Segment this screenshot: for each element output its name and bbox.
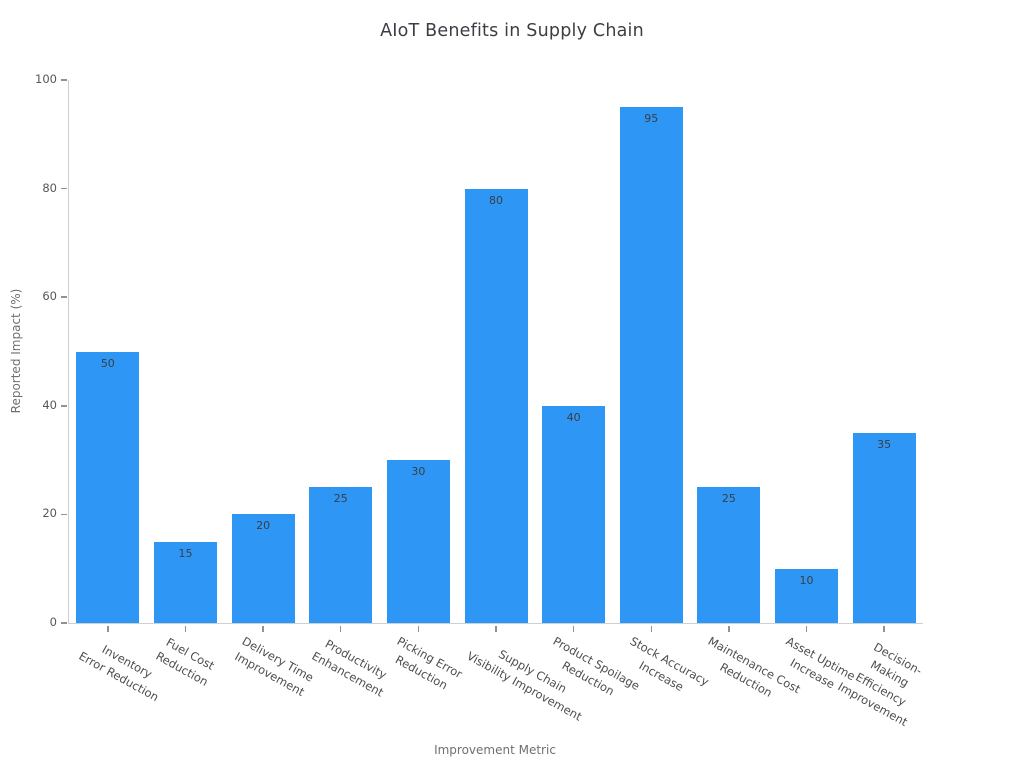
y-axis-tick-label: 80 (42, 180, 57, 195)
bar-value-label: 95 (644, 112, 659, 126)
bar: 80 (464, 188, 528, 623)
bar-value-label: 15 (178, 546, 193, 560)
bar: 40 (542, 405, 606, 623)
x-axis-category-label: Decision-Making Efficiency Improvement (835, 639, 925, 729)
x-axis-tick (572, 626, 575, 632)
x-axis-tick (339, 626, 342, 632)
bar-value-label: 25 (721, 492, 736, 506)
x-axis-tick (883, 626, 885, 632)
bar-value-label: 35 (877, 437, 892, 451)
x-axis-tick (650, 626, 653, 632)
bar-value-label: 30 (411, 465, 426, 479)
bar: 15 (153, 541, 217, 623)
bar-value-label: 40 (566, 410, 581, 424)
y-axis-tick (61, 622, 67, 624)
x-axis-tick (495, 626, 497, 632)
x-axis-tick (107, 626, 109, 632)
bar-value-label: 10 (799, 573, 814, 587)
bar-value-label: 80 (489, 193, 503, 207)
x-axis-category-label: Productivity Enhancement (309, 636, 389, 700)
x-axis-category-label: Picking Error Reduction (393, 633, 466, 693)
x-axis-label: Improvement Metric (434, 743, 556, 757)
y-axis-tick (61, 405, 67, 407)
y-axis-tick (61, 79, 67, 81)
x-axis-tick (728, 626, 730, 632)
x-axis-category-label: Inventory Error Reduction (76, 642, 161, 705)
bar: 10 (775, 568, 839, 623)
bar: 25 (697, 487, 761, 623)
y-axis-tick (61, 513, 67, 516)
x-axis-category-label: Delivery Time Improvement (232, 633, 317, 700)
y-axis-label: Reported Impact (%) (9, 288, 23, 414)
bar: 25 (309, 487, 373, 623)
y-axis-tick (61, 187, 67, 190)
x-axis-tick (262, 626, 264, 632)
bar-value-label: 25 (333, 492, 348, 506)
y-axis-tick-label: 100 (35, 72, 57, 86)
bar: 30 (386, 460, 450, 623)
chart-title: AIoT Benefits in Supply Chain (380, 21, 644, 41)
x-axis-tick (805, 626, 808, 632)
bar: 20 (231, 514, 295, 623)
bar-value-label: 50 (100, 356, 115, 370)
y-axis-tick-label: 60 (42, 289, 57, 304)
plot-area: 0 20 40 60 80 100 50 Inventory Error Reduction 1… (35, 72, 925, 729)
bar: 95 (619, 107, 683, 623)
bar: 50 (76, 351, 140, 623)
y-axis-tick-label: 20 (42, 506, 57, 521)
y-axis-tick-label: 40 (42, 397, 57, 412)
bar: 35 (852, 432, 916, 623)
x-axis-tick (417, 626, 420, 632)
bar-value-label: 20 (256, 519, 271, 533)
y-axis-tick-label: 0 (49, 615, 57, 629)
x-axis-tick (184, 626, 187, 632)
y-axis-tick (61, 296, 67, 298)
